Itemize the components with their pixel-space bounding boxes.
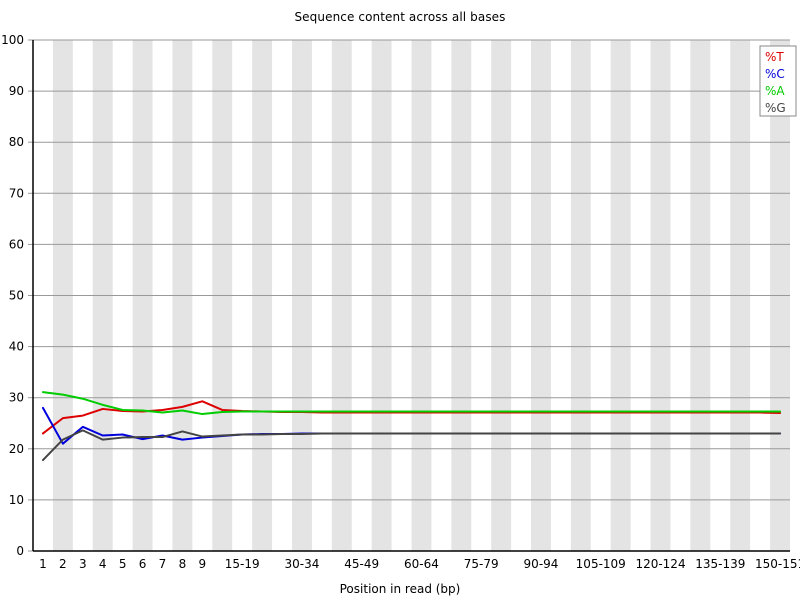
y-tick-label: 90 (9, 84, 24, 98)
y-tick-label: 50 (9, 289, 24, 303)
x-tick-label: 5 (119, 557, 127, 571)
legend-item-pct-A[interactable]: %A (765, 84, 785, 98)
y-tick-label: 20 (9, 442, 24, 456)
x-tick-label: 6 (139, 557, 147, 571)
chart-title: Sequence content across all bases (294, 10, 506, 24)
legend-item-pct-G[interactable]: %G (765, 101, 786, 115)
x-tick-label: 45-49 (344, 557, 379, 571)
series-line-pct-A (41, 391, 782, 416)
y-tick-label: 10 (9, 493, 24, 507)
series-line-pct-T (41, 400, 782, 435)
x-axis-title: Position in read (bp) (339, 582, 461, 596)
x-tick-label: 150-151 (755, 557, 800, 571)
x-tick-label: 90-94 (524, 557, 559, 571)
x-tick-label: 135-139 (695, 557, 745, 571)
x-tick-label: 75-79 (464, 557, 499, 571)
y-tick-label: 60 (9, 237, 24, 251)
x-tick-label: 105-109 (576, 557, 626, 571)
legend-background (759, 45, 797, 117)
x-tick-label: 3 (79, 557, 87, 571)
axis-lines (32, 40, 790, 552)
legend-item-pct-C[interactable]: %C (765, 67, 785, 81)
y-axis-ticks: 0 10 20 30 40 50 60 70 80 90 100 (1, 33, 24, 558)
x-tick-label: 1 (39, 557, 47, 571)
y-tick-label: 40 (9, 340, 24, 354)
x-tick-label: 2 (59, 557, 67, 571)
data-series (41, 391, 782, 462)
legend-item-pct-T[interactable]: %T (765, 50, 784, 64)
series-line-pct-G (41, 429, 782, 462)
y-tick-label: 100 (1, 33, 24, 47)
y-tick-label: 70 (9, 186, 24, 200)
x-tick-label: 60-64 (404, 557, 439, 571)
x-tick-label: 7 (159, 557, 167, 571)
x-tick-label: 4 (99, 557, 107, 571)
legend-box: %T %C %A %G (759, 45, 797, 117)
x-tick-label: 30-34 (284, 557, 319, 571)
x-tick-label: 15-19 (225, 557, 260, 571)
x-tick-label: 9 (199, 557, 207, 571)
y-tick-label: 30 (9, 391, 24, 405)
x-axis-ticks: 1 2 3 4 5 6 7 8 9 15-19 30-34 45-49 60-64 75-79 90-94 1… (39, 557, 800, 571)
y-tick-label: 80 (9, 135, 24, 149)
x-tick-label: 8 (179, 557, 187, 571)
y-tick-label: 0 (16, 544, 24, 558)
x-tick-label: 120-124 (635, 557, 685, 571)
